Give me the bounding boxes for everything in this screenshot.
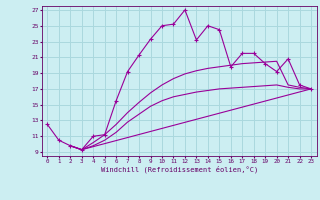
X-axis label: Windchill (Refroidissement éolien,°C): Windchill (Refroidissement éolien,°C) — [100, 165, 258, 173]
